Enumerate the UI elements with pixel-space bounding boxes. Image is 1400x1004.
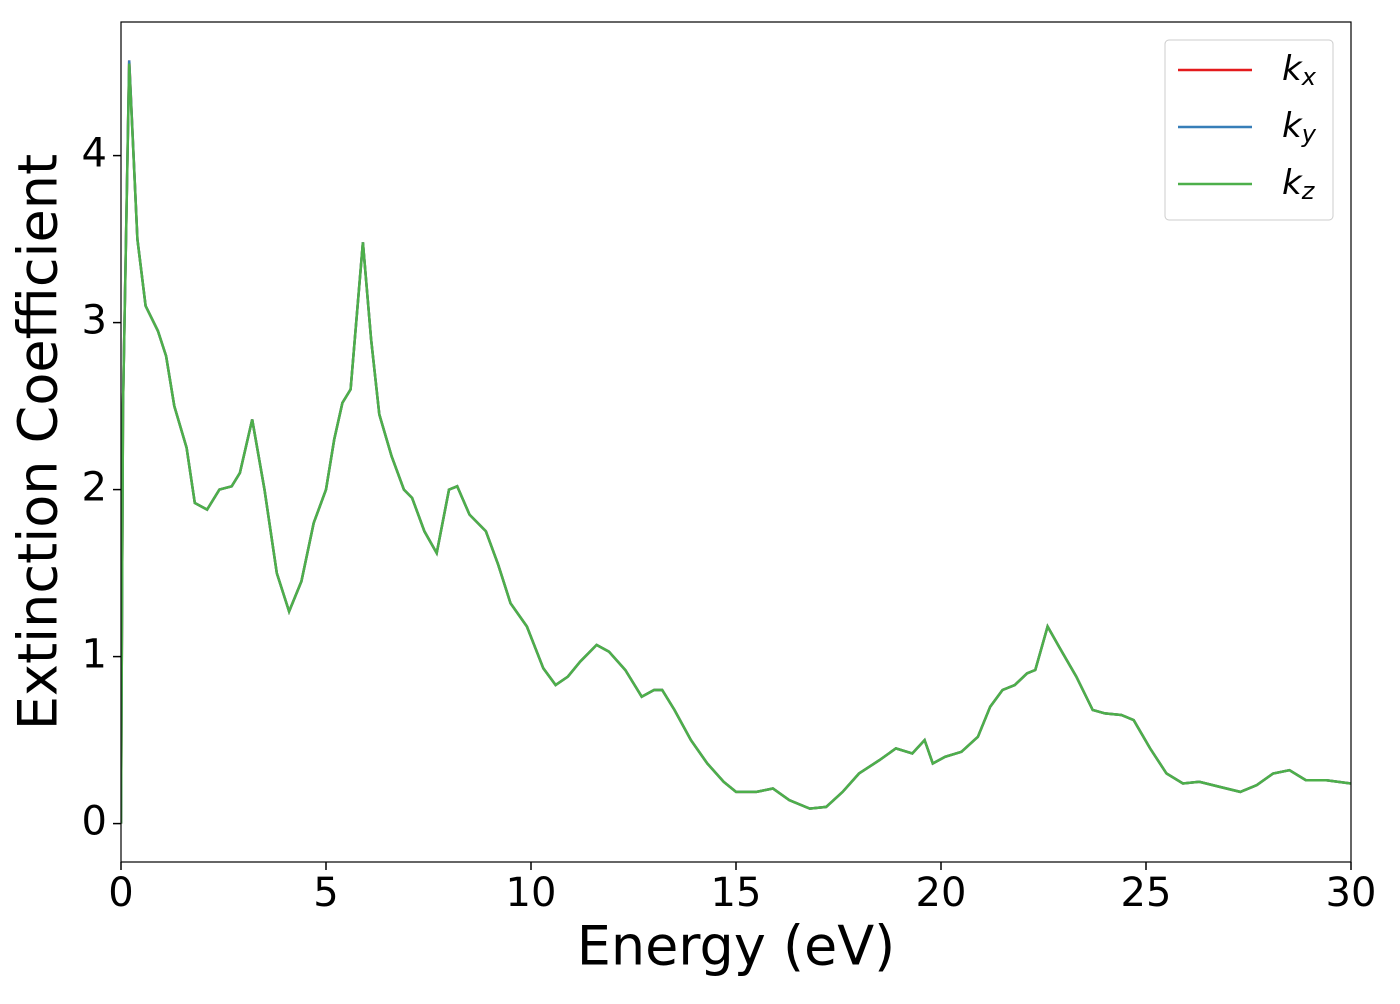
x-tick-label: 0 bbox=[108, 870, 133, 916]
x-tick-label: 10 bbox=[506, 870, 557, 916]
x-axis-label: Energy (eV) bbox=[577, 915, 896, 978]
plot-frame bbox=[120, 21, 1352, 863]
legend-frame bbox=[1164, 39, 1334, 221]
legend-label: kz bbox=[1282, 163, 1316, 206]
legend: kx ky kz bbox=[1164, 39, 1334, 221]
legend-label: ky bbox=[1282, 106, 1317, 149]
x-tick-label: 30 bbox=[1326, 870, 1377, 916]
y-axis-label: Extinction Coefficient bbox=[7, 154, 70, 730]
x-tick-label: 15 bbox=[711, 870, 762, 916]
series-line bbox=[121, 63, 1351, 824]
y-tick-label: 3 bbox=[82, 298, 107, 344]
y-tick-label: 1 bbox=[82, 632, 107, 678]
legend-label: kx bbox=[1282, 49, 1317, 92]
x-tick-label: 25 bbox=[1121, 870, 1172, 916]
x-tick-label: 20 bbox=[916, 870, 967, 916]
x-tick-label: 5 bbox=[313, 870, 338, 916]
y-tick-label: 4 bbox=[82, 131, 107, 177]
y-tick-label: 2 bbox=[82, 465, 107, 511]
y-tick-label: 0 bbox=[82, 799, 107, 845]
